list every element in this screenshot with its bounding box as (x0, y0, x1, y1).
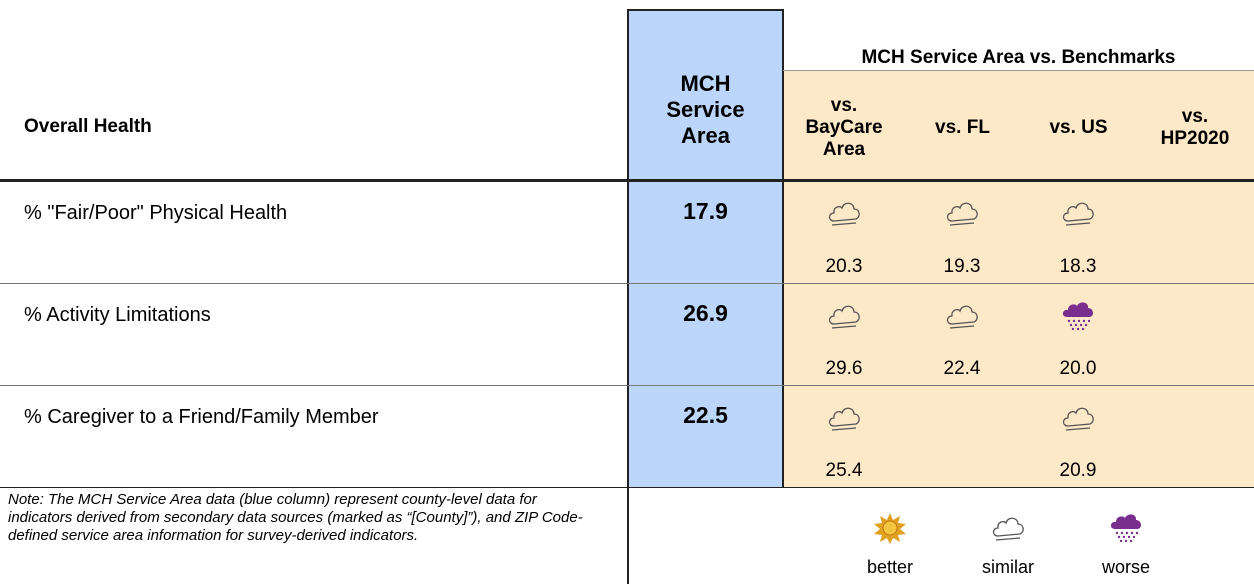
benchmark-header: vs. US (1049, 116, 1108, 138)
rule (0, 179, 1254, 182)
border (627, 9, 784, 11)
row-label: % "Fair/Poor" Physical Health (24, 202, 288, 224)
header-title: Overall Health (24, 116, 152, 137)
benchmark-value: 29.6 (825, 358, 863, 379)
legend-label: similar (982, 557, 1034, 577)
icon-similar (1060, 197, 1096, 229)
service-column-bg (628, 10, 783, 487)
benchmark-value: 20.0 (1059, 358, 1097, 379)
icon-similar (1060, 402, 1096, 434)
legend-icon-worse (1108, 512, 1144, 544)
group-header: MCH Service Area vs. Benchmarks (861, 47, 1176, 68)
row-value: 26.9 (683, 300, 728, 326)
benchmark-value: 18.3 (1059, 256, 1097, 277)
benchmark-value: 20.9 (1059, 460, 1097, 481)
service-header: MCH Service Area (666, 71, 745, 148)
row-label: % Activity Limitations (24, 304, 211, 326)
benchmark-bg (783, 70, 1254, 487)
benchmark-header: vs. BayCare Area (805, 94, 883, 160)
benchmark-value: 22.4 (943, 358, 981, 379)
rule (0, 385, 1254, 386)
icon-similar (944, 300, 980, 332)
note: Note: The MCH Service Area data (blue co… (8, 491, 583, 544)
benchmark-value: 20.3 (825, 256, 863, 277)
rule (0, 283, 1254, 284)
row-value: 22.5 (683, 402, 728, 428)
icon-similar (826, 197, 862, 229)
legend-icon-better (872, 512, 908, 544)
rule (0, 487, 1254, 488)
legend-label: better (866, 557, 914, 577)
border (627, 9, 629, 584)
legend-label: worse (1101, 557, 1150, 577)
icon-worse (1060, 300, 1096, 332)
benchmark-header: vs. FL (935, 116, 990, 138)
benchmark-value: 25.4 (825, 460, 863, 481)
icon-similar (944, 197, 980, 229)
benchmark-header: vs. HP2020 (1160, 105, 1230, 149)
benchmark-value: 19.3 (943, 256, 981, 277)
row-label: % Caregiver to a Friend/Family Member (24, 406, 379, 428)
border (782, 9, 784, 487)
icon-similar (826, 300, 862, 332)
row-value: 17.9 (683, 198, 728, 224)
legend-icon-similar (990, 512, 1026, 544)
rule (783, 70, 1254, 71)
icon-similar (826, 402, 862, 434)
